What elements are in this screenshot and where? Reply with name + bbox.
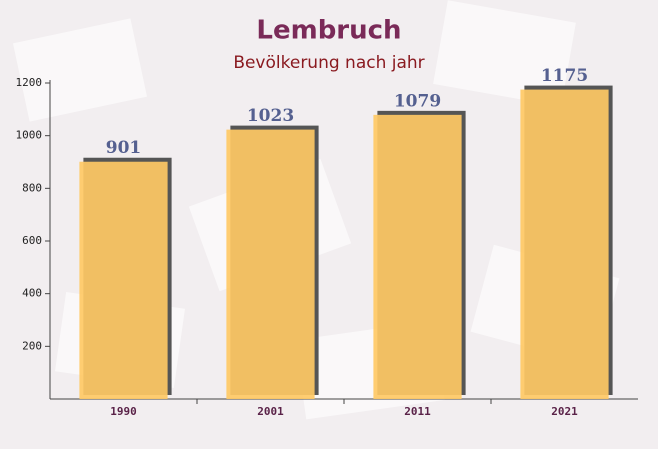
value-label: 1023: [247, 106, 294, 126]
chart-title: Lembruch: [256, 16, 401, 46]
chart-subtitle: Bevölkerung nach jahr: [233, 53, 424, 73]
value-label: 901: [106, 138, 142, 158]
y-tick-label: 600: [22, 234, 42, 247]
x-tick-label: 2011: [404, 405, 431, 418]
y-tick-label: 800: [22, 181, 42, 194]
bar: [226, 129, 315, 400]
y-tick-label: 1000: [16, 129, 43, 142]
x-tick-label: 2021: [551, 405, 578, 418]
x-tick-label: 1990: [110, 405, 137, 418]
bar: [79, 161, 168, 399]
bar: [520, 89, 609, 399]
value-label: 1175: [541, 66, 588, 86]
y-tick-label: 400: [22, 287, 42, 300]
value-label: 1079: [394, 91, 441, 111]
y-tick-label: 200: [22, 339, 42, 352]
y-tick-label: 1200: [16, 76, 43, 89]
x-tick-label: 2001: [257, 405, 284, 418]
bar: [373, 114, 462, 399]
